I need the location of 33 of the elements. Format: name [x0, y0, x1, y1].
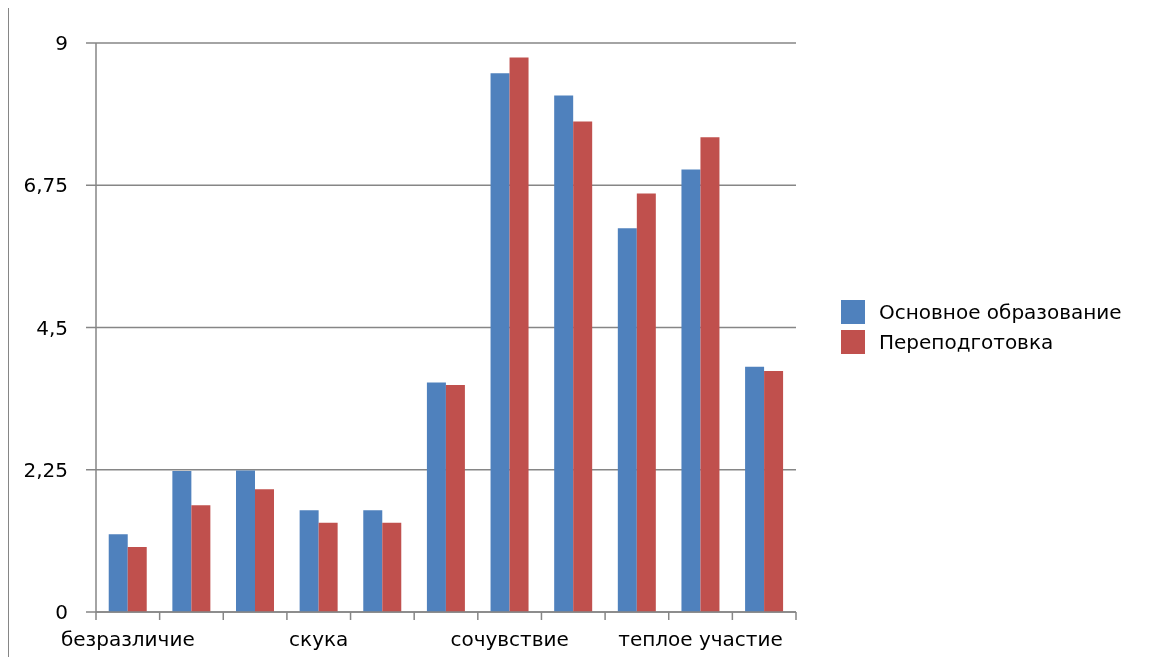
bar: [299, 510, 319, 612]
bar: [554, 95, 574, 612]
bar: [172, 471, 192, 612]
bar: [318, 522, 338, 612]
bar: [382, 522, 402, 612]
bar: [426, 382, 446, 612]
bar: [490, 73, 510, 612]
bar: [363, 510, 383, 612]
x-tick-label: безразличие: [60, 627, 195, 651]
y-tick-label: 0: [55, 600, 68, 625]
x-tick-label: скука: [289, 627, 349, 651]
bar: [445, 385, 465, 612]
y-tick-label: 4,5: [36, 315, 68, 340]
bar: [764, 371, 784, 612]
bar: [509, 57, 529, 612]
bar: [127, 546, 147, 612]
bar: [617, 228, 637, 612]
y-tick-label: 9: [55, 31, 68, 56]
bar: [636, 193, 656, 612]
bar: [745, 366, 765, 612]
legend-label: Основное образование: [879, 300, 1122, 324]
y-tick-label: 6,75: [23, 173, 68, 198]
x-tick-label: сочувствие: [450, 627, 569, 651]
bar: [681, 169, 701, 612]
x-tick-label: теплое участие: [618, 627, 783, 651]
legend-label: Переподготовка: [879, 330, 1054, 354]
bar: [236, 470, 255, 612]
bar: [700, 137, 720, 612]
y-tick-label: 2,25: [23, 457, 68, 482]
bar: [573, 121, 593, 612]
bar: [191, 505, 211, 612]
bar: [108, 534, 128, 612]
bar: [255, 489, 274, 612]
